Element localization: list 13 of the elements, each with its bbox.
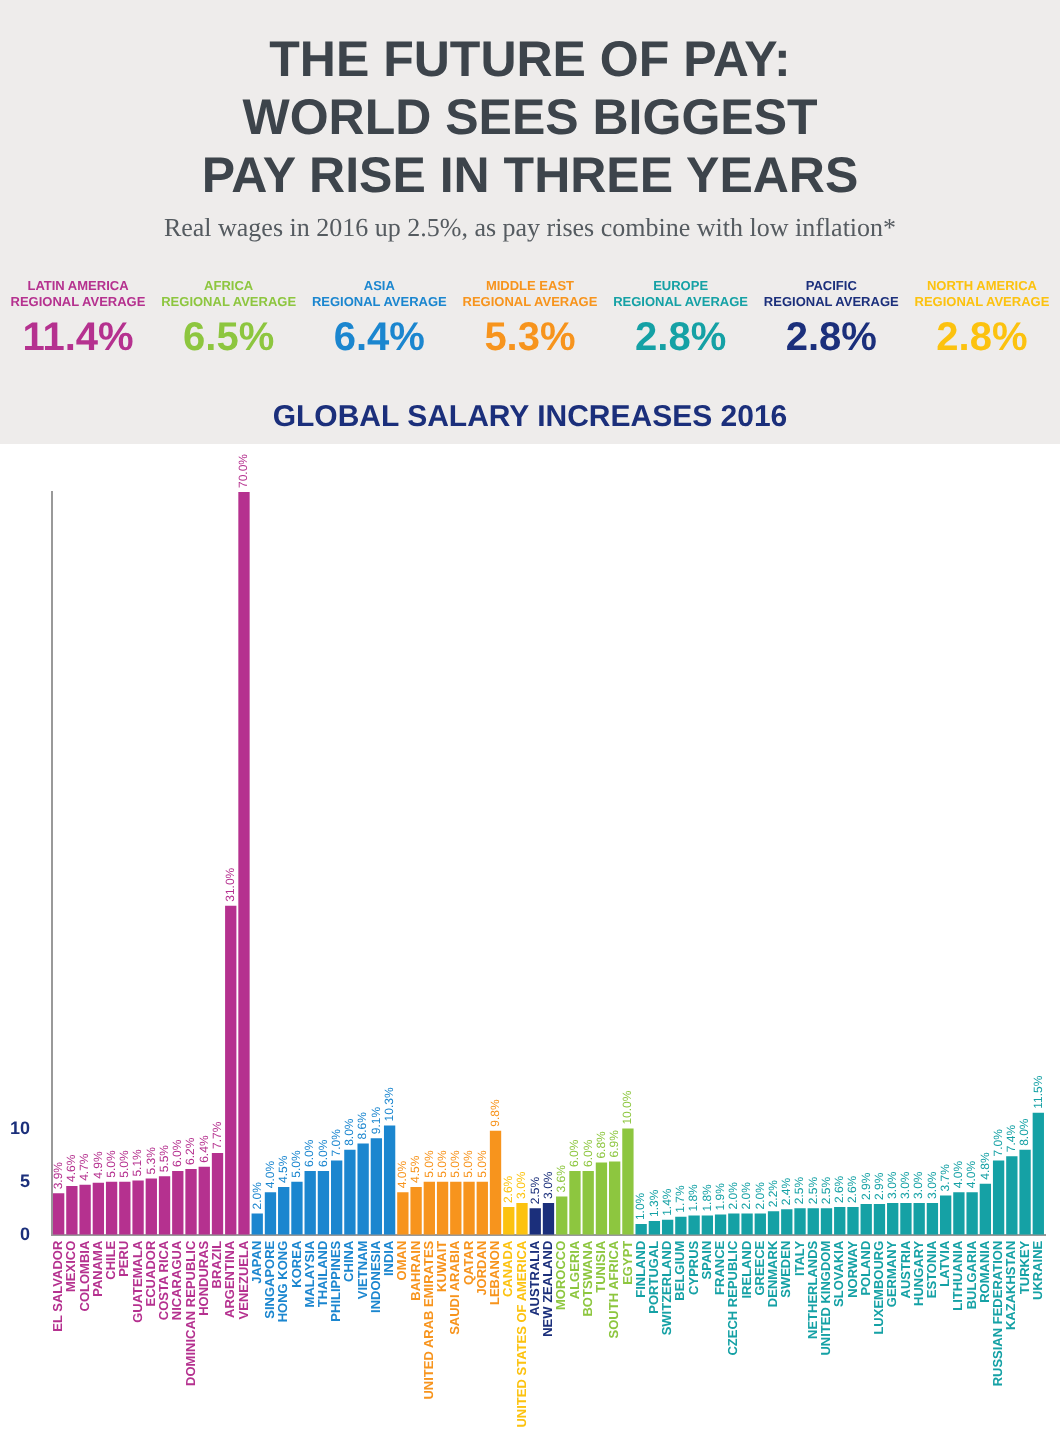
chart-subtitle: Real wages in 2016 up 2.5%, as pay rises combine with low inflation* — [161, 212, 899, 244]
text: 5.3% — [482, 314, 578, 364]
chart-title: THE FUTURE OF PAY: WORLD SEES BIGGEST PAY RISE IN THREE YEARS — [199, 32, 861, 206]
y-tick-label: 5 — [19, 1170, 31, 1191]
text: GLOBAL SALARY INCREASES 2016 — [270, 400, 790, 436]
text: 11.4% — [20, 314, 136, 364]
y-tick-label: 10 — [9, 1117, 31, 1138]
text: 2.8% — [934, 314, 1030, 364]
text: 2.8% — [783, 314, 879, 364]
text: 2.8% — [633, 314, 729, 364]
text: 6.5% — [181, 314, 277, 364]
text: 6.4% — [331, 314, 427, 364]
y-tick-label: 0 — [19, 1223, 31, 1244]
